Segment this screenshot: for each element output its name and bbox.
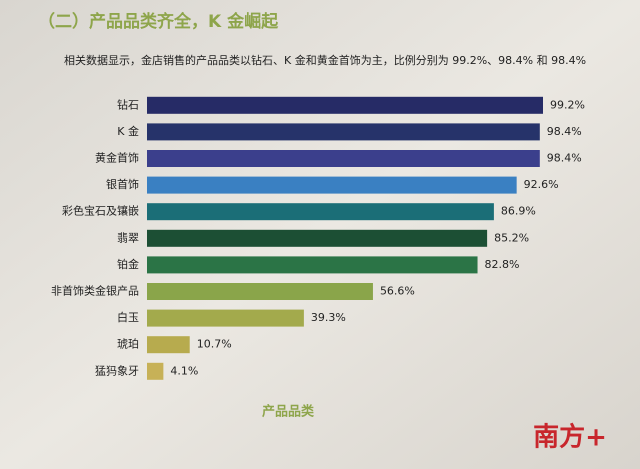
category-label: 翡翠 — [117, 231, 139, 244]
value-label: 99.2% — [550, 98, 585, 111]
category-label: 猛犸象牙 — [95, 364, 139, 377]
value-label: 98.4% — [547, 125, 582, 138]
category-label: 非首饰类金银产品 — [51, 284, 139, 298]
value-label: 39.3% — [311, 311, 346, 324]
value-label: 10.7% — [197, 338, 232, 351]
bar — [147, 362, 164, 380]
value-label: 56.6% — [380, 285, 415, 298]
bar — [147, 229, 488, 247]
value-label: 85.2% — [494, 231, 529, 244]
value-label: 98.4% — [547, 152, 582, 165]
category-label: 白玉 — [117, 310, 139, 324]
bar — [147, 336, 190, 354]
bar — [147, 123, 540, 141]
category-label: K 金 — [117, 124, 139, 138]
bar — [147, 309, 304, 327]
value-label: 4.1% — [170, 364, 198, 377]
watermark: 南方+ — [533, 422, 607, 453]
category-label: 银首饰 — [106, 177, 139, 191]
bar — [147, 176, 517, 194]
category-label: 琥珀 — [117, 337, 139, 351]
bar — [147, 150, 540, 167]
bar — [147, 203, 494, 221]
category-label: 黄金首饰 — [95, 151, 139, 165]
bar — [147, 256, 478, 274]
category-label: 钻石 — [117, 97, 139, 111]
chart-title: （二）产品品类齐全，K 金崛起 — [38, 11, 279, 32]
chart-subtitle: 相关数据显示，金店销售的产品品类以钻石、K 金和黄金首饰为主，比例分别为 99.… — [64, 53, 586, 67]
category-label: 彩色宝石及镶嵌 — [62, 204, 139, 218]
axis-label: 产品品类 — [262, 404, 315, 420]
value-label: 86.9% — [501, 205, 536, 218]
bar — [147, 283, 373, 300]
bar — [147, 96, 543, 114]
category-label: 铂金 — [117, 257, 139, 271]
value-label: 92.6% — [524, 178, 559, 191]
value-label: 82.8% — [485, 258, 520, 271]
